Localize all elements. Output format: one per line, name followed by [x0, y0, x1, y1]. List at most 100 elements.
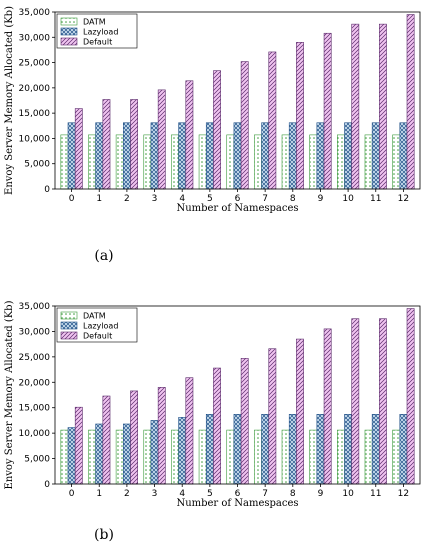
x-tick-label: 0 — [69, 194, 75, 204]
bar-lazyload-0 — [67, 122, 76, 190]
bar-lazyload-5 — [205, 122, 214, 190]
y-axis-title: Envoy Server Memory Allocated (Kb) — [4, 300, 15, 489]
bar-lazyload-10 — [344, 122, 353, 190]
bar-lazyload-6 — [233, 122, 242, 190]
x-tick-label: 2 — [124, 194, 130, 204]
bar-lazyload-7 — [261, 414, 270, 485]
bar-lazyload-4 — [178, 122, 187, 190]
bar-default-5 — [213, 367, 221, 485]
x-tick-label: 5 — [207, 194, 213, 204]
bar-default-12 — [406, 308, 415, 485]
bar-datm-2 — [115, 429, 124, 485]
x-tick-label: 6 — [235, 194, 241, 204]
bar-lazyload-12 — [399, 414, 408, 485]
bar-datm-8 — [281, 134, 290, 190]
y-tick-label: 10,000 — [19, 429, 51, 439]
y-tick-label: 20,000 — [19, 378, 51, 388]
bar-lazyload-1 — [95, 423, 104, 485]
bar-lazyload-10 — [344, 414, 353, 485]
x-tick-label: 3 — [152, 489, 158, 499]
x-tick-label: 12 — [398, 489, 409, 499]
legend-swatch-default — [60, 331, 78, 340]
y-tick-label: 5,000 — [24, 160, 50, 170]
y-tick-label: 30,000 — [19, 327, 51, 337]
bar-default-2 — [130, 390, 138, 485]
bar-default-2 — [130, 99, 138, 190]
bar-datm-7 — [254, 134, 262, 190]
bar-default-1 — [102, 99, 111, 190]
bar-default-11 — [379, 23, 387, 190]
bar-default-8 — [296, 338, 304, 485]
legend-label-lazyload: Lazyload — [83, 28, 118, 37]
bar-datm-11 — [364, 134, 373, 190]
x-tick-label: 11 — [370, 489, 381, 499]
x-tick-label: 7 — [262, 194, 268, 204]
bar-datm-9 — [309, 134, 318, 190]
y-tick-label: 35,000 — [19, 8, 51, 18]
bar-lazyload-2 — [123, 423, 131, 485]
bar-lazyload-2 — [123, 122, 131, 190]
bar-lazyload-4 — [178, 417, 187, 485]
bar-datm-0 — [60, 134, 69, 190]
chart-panel-1: 0 5,000 10,000 15,000 20,000 25,000 30,000 35,0… — [4, 300, 421, 509]
y-tick-label: 15,000 — [19, 404, 51, 414]
bar-lazyload-11 — [371, 122, 380, 190]
bar-lazyload-9 — [316, 122, 325, 190]
bar-datm-4 — [171, 429, 179, 485]
bar-datm-3 — [143, 429, 152, 485]
x-tick-label: 2 — [124, 489, 130, 499]
bar-lazyload-6 — [233, 414, 242, 485]
bar-default-11 — [379, 318, 387, 485]
bar-datm-10 — [337, 429, 345, 485]
bar-datm-5 — [198, 134, 207, 190]
bar-datm-6 — [226, 429, 235, 485]
y-tick-label: 15,000 — [19, 109, 51, 119]
x-tick-label: 4 — [179, 489, 185, 499]
x-axis-title: Number of Namespaces — [176, 203, 298, 214]
y-tick-label: 0 — [44, 185, 50, 195]
x-tick-label: 8 — [290, 489, 296, 499]
bar-datm-7 — [254, 429, 262, 485]
legend-label-lazyload: Lazyload — [83, 322, 118, 331]
bar-default-4 — [185, 377, 194, 485]
legend-swatch-lazyload — [60, 27, 78, 36]
bar-datm-12 — [392, 134, 401, 190]
x-tick-label: 12 — [398, 194, 409, 204]
x-tick-label: 3 — [152, 194, 158, 204]
bar-lazyload-8 — [288, 414, 297, 485]
bar-datm-5 — [198, 429, 207, 485]
y-tick-label: 10,000 — [19, 134, 51, 144]
bar-lazyload-3 — [150, 122, 159, 190]
bar-lazyload-7 — [261, 122, 270, 190]
bar-default-0 — [74, 108, 83, 190]
x-tick-label: 1 — [96, 489, 102, 499]
bar-datm-6 — [226, 134, 235, 190]
bar-datm-0 — [60, 429, 69, 485]
legend-label-datm: DATM — [83, 312, 106, 321]
x-tick-label: 8 — [290, 194, 296, 204]
y-tick-label: 20,000 — [19, 84, 51, 94]
bar-default-9 — [323, 328, 332, 485]
x-axis-title: Number of Namespaces — [176, 498, 298, 509]
x-tick-label: 11 — [370, 194, 381, 204]
bar-default-10 — [351, 23, 360, 190]
bar-lazyload-11 — [371, 414, 380, 485]
bar-default-12 — [406, 14, 415, 190]
x-tick-label: 9 — [318, 489, 324, 499]
bar-default-6 — [240, 61, 249, 190]
bar-lazyload-0 — [67, 427, 76, 485]
legend-swatch-datm — [60, 311, 78, 320]
bar-lazyload-5 — [205, 414, 214, 485]
bar-datm-2 — [115, 134, 124, 190]
y-axis-title: Envoy Server Memory Allocated (Kb) — [4, 6, 15, 195]
bar-datm-1 — [88, 429, 96, 485]
bar-default-7 — [268, 51, 277, 190]
bar-default-3 — [157, 387, 166, 485]
bar-lazyload-9 — [316, 414, 325, 485]
bar-default-10 — [351, 318, 360, 485]
bar-default-3 — [157, 89, 166, 190]
x-tick-label: 7 — [262, 489, 268, 499]
y-tick-label: 25,000 — [19, 353, 51, 363]
bar-lazyload-8 — [288, 122, 297, 190]
bar-default-1 — [102, 395, 111, 485]
